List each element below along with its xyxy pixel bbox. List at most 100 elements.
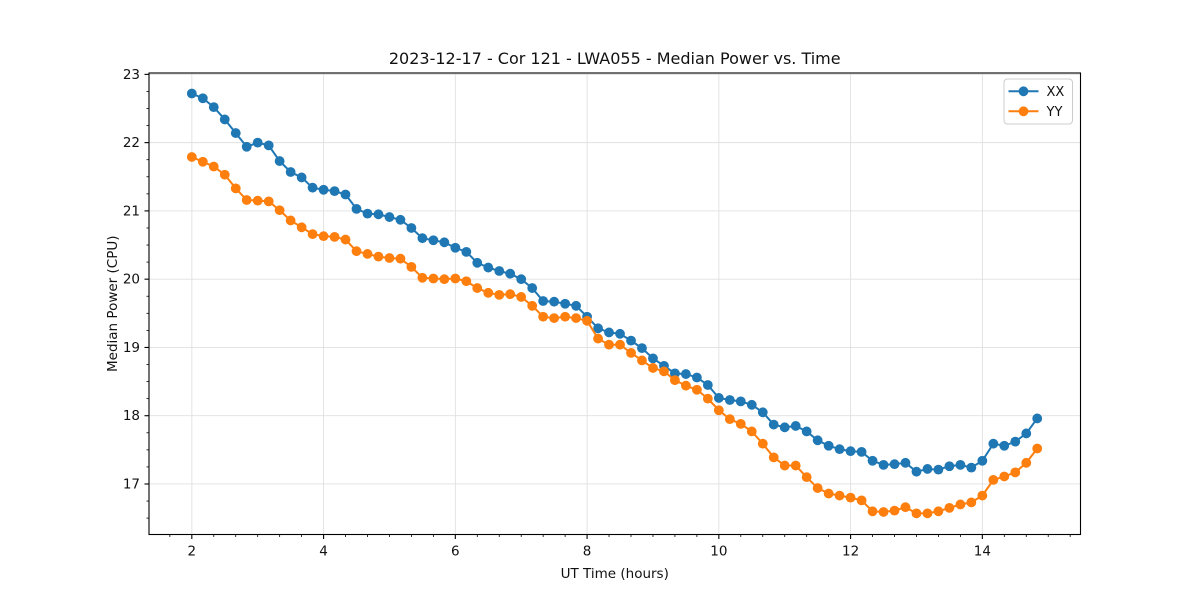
axes — [144, 72, 1082, 539]
data-point-YY — [768, 452, 779, 463]
data-point-XX — [483, 262, 494, 273]
data-point-XX — [307, 182, 318, 193]
y-tick-label: 18 — [123, 408, 140, 424]
data-point-YY — [483, 287, 494, 298]
data-point-YY — [615, 339, 625, 350]
data-point-YY — [362, 249, 373, 259]
legend-marker-XX — [1018, 86, 1029, 97]
plot-frame — [148, 72, 1082, 536]
data-point-XX — [241, 141, 252, 152]
data-point-YY — [966, 497, 977, 508]
data-point-XX — [988, 438, 999, 449]
legend-item-YY: YY — [1008, 105, 1063, 120]
data-point-YY — [988, 474, 999, 485]
data-point-XX — [801, 426, 812, 437]
data-point-YY — [922, 508, 933, 519]
data-point-YY — [735, 419, 746, 429]
data-point-XX — [615, 328, 625, 339]
data-point-XX — [340, 189, 351, 200]
data-point-XX — [735, 396, 746, 407]
data-point-XX — [329, 186, 340, 197]
data-point-YY — [659, 366, 669, 377]
data-point-XX — [186, 88, 197, 99]
data-point-XX — [757, 407, 768, 418]
data-point-XX — [834, 444, 845, 455]
data-point-YY — [560, 311, 571, 322]
data-point-YY — [626, 348, 636, 358]
data-point-XX — [604, 327, 614, 338]
data-point-XX — [362, 208, 373, 219]
data-point-YY — [384, 253, 395, 263]
data-point-XX — [219, 114, 230, 125]
data-point-YY — [373, 251, 384, 262]
data-point-YY — [395, 253, 406, 264]
y-tick-label: 22 — [123, 135, 140, 151]
data-point-XX — [472, 257, 483, 268]
data-point-YY — [494, 289, 505, 300]
y-tick-label: 20 — [123, 272, 140, 288]
data-point-XX — [263, 140, 274, 151]
data-point-XX — [252, 137, 263, 148]
data-point-YY — [801, 472, 812, 483]
data-point-XX — [889, 459, 900, 470]
data-point-XX — [702, 380, 713, 390]
data-point-YY — [604, 339, 614, 350]
data-point-YY — [461, 276, 472, 287]
data-point-YY — [856, 495, 867, 506]
legend-label-YY: YY — [1046, 105, 1063, 120]
data-point-XX — [746, 399, 757, 410]
data-point-XX — [593, 323, 603, 334]
legend-marker-YY — [1018, 106, 1029, 117]
series-layer — [186, 88, 1043, 519]
data-point-XX — [1010, 436, 1021, 447]
data-point-XX — [790, 421, 801, 431]
data-point-XX — [395, 214, 406, 225]
data-point-XX — [417, 233, 428, 244]
data-point-YY — [516, 292, 527, 302]
data-point-YY — [417, 272, 428, 283]
data-point-XX — [681, 369, 691, 379]
data-point-XX — [428, 235, 439, 246]
x-tick-label: 14 — [974, 544, 991, 560]
data-point-YY — [406, 261, 417, 272]
data-point-YY — [285, 215, 296, 226]
data-point-YY — [713, 405, 724, 416]
data-point-XX — [197, 93, 208, 104]
data-point-XX — [911, 466, 922, 477]
data-point-XX — [560, 298, 571, 309]
data-point-XX — [648, 353, 658, 364]
data-point-XX — [571, 300, 581, 311]
x-axis-label: UT Time (hours) — [561, 566, 669, 582]
data-point-YY — [241, 195, 252, 205]
data-point-YY — [911, 508, 922, 519]
data-point-XX — [845, 446, 856, 457]
data-point-XX — [692, 372, 702, 383]
data-point-YY — [263, 196, 274, 207]
data-point-XX — [812, 435, 823, 446]
data-point-YY — [692, 384, 702, 395]
data-point-YY — [702, 393, 713, 404]
data-point-XX — [966, 462, 977, 473]
data-point-XX — [406, 223, 417, 233]
x-tick-label: 2 — [188, 544, 197, 560]
x-tick-label: 4 — [319, 544, 328, 560]
data-point-XX — [637, 343, 647, 354]
data-point-YY — [889, 505, 900, 516]
grid-lines — [149, 73, 1081, 535]
y-tick-label: 21 — [123, 203, 140, 219]
data-point-XX — [955, 459, 966, 470]
data-point-XX — [516, 274, 527, 285]
data-point-XX — [1021, 428, 1032, 439]
data-point-XX — [878, 459, 889, 470]
data-point-YY — [527, 300, 538, 311]
x-tick-label: 6 — [451, 544, 460, 560]
data-point-YY — [779, 460, 790, 471]
data-point-YY — [790, 460, 801, 471]
data-point-XX — [208, 102, 219, 113]
data-point-XX — [977, 455, 988, 466]
series-YY — [186, 152, 1043, 519]
data-point-YY — [538, 311, 549, 322]
data-point-YY — [307, 229, 318, 240]
data-point-XX — [823, 440, 834, 451]
